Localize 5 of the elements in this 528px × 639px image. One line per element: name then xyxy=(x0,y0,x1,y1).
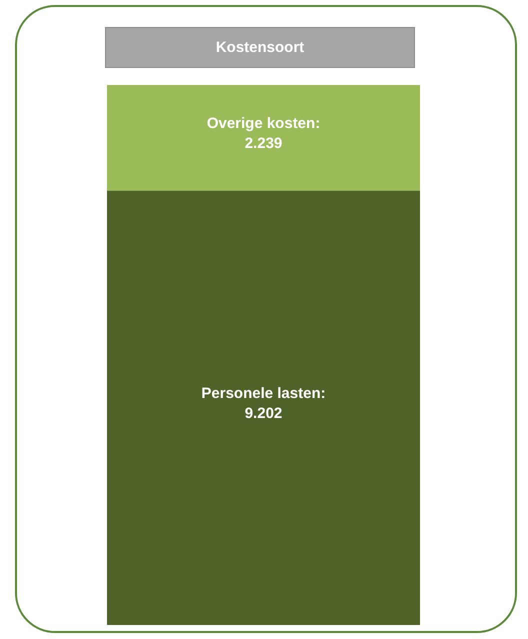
data-label: 2.239 xyxy=(244,134,282,152)
series-label: Personele lasten: xyxy=(201,384,326,402)
series-label: Overige kosten: xyxy=(206,114,320,132)
chart-title: Kostensoort xyxy=(216,39,304,56)
data-label: 9.202 xyxy=(244,404,282,422)
